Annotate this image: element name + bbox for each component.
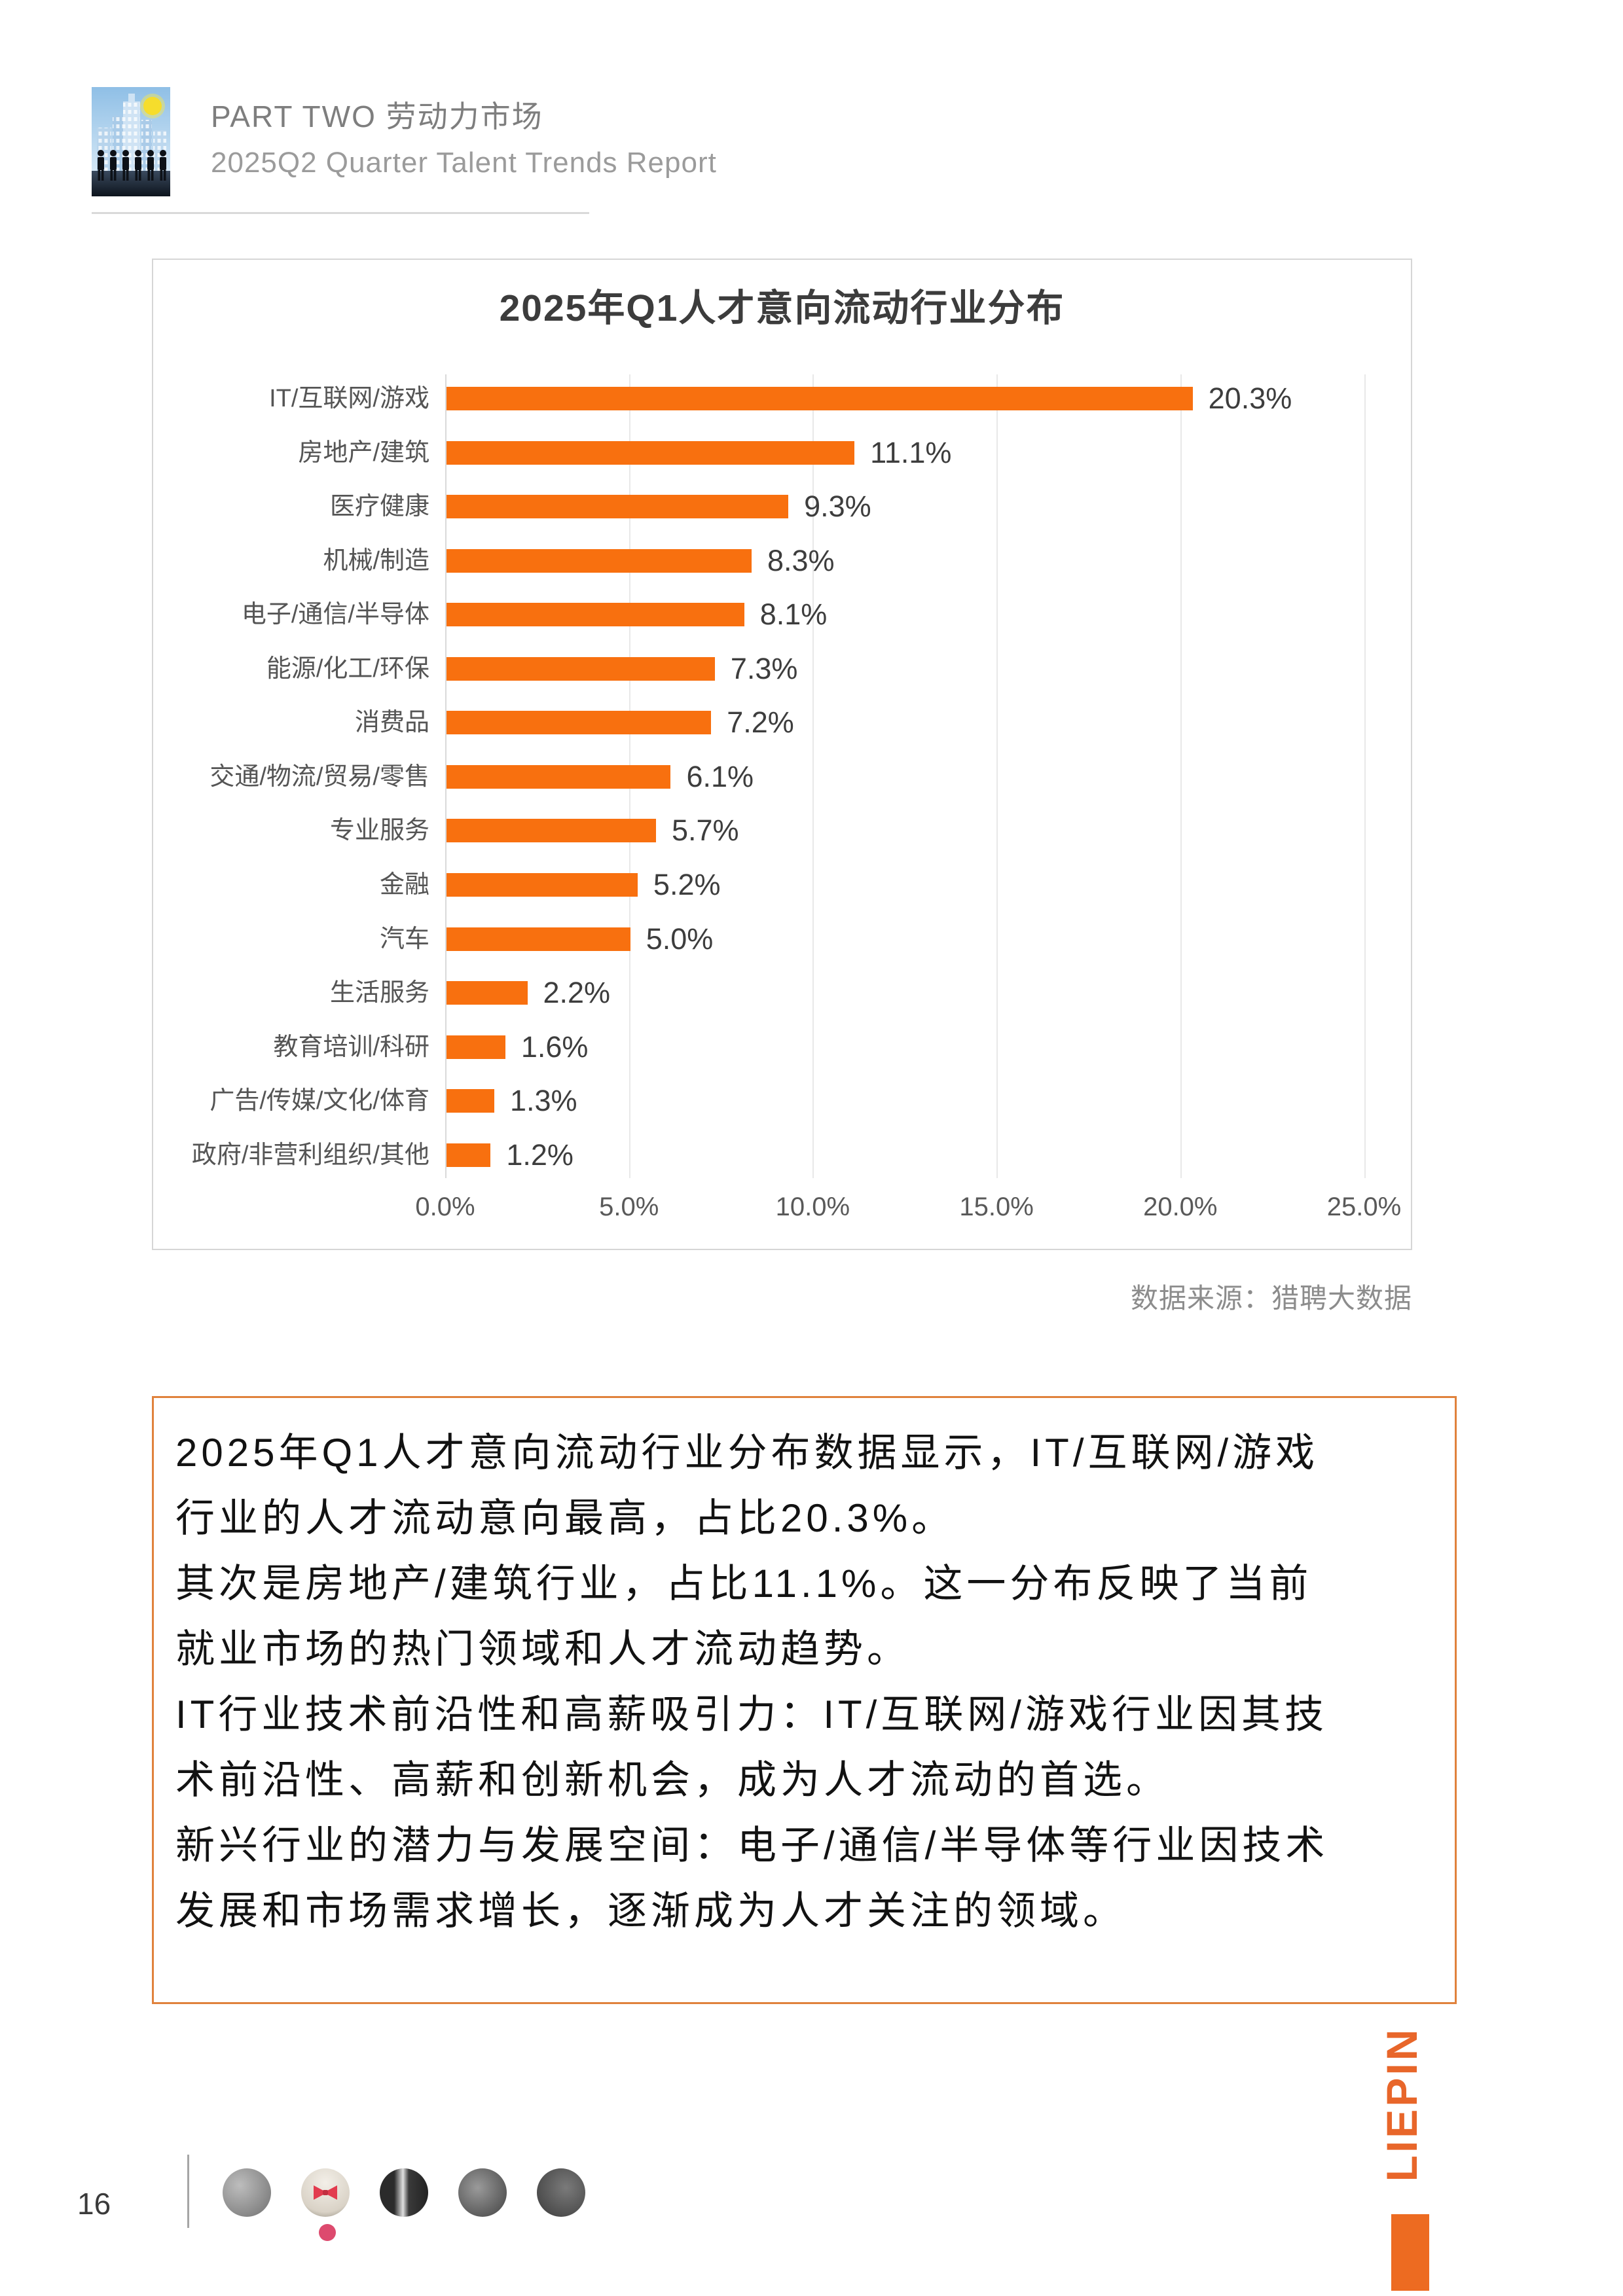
gridline [445, 374, 447, 1178]
bar-value-label: 6.1% [686, 759, 754, 793]
footer-avatar-thumbnail [380, 2168, 428, 2217]
x-axis-tick-label: 0.0% [415, 1193, 475, 1221]
summary-paragraph: 其次是房地产/建筑行业，占比11.1%。这一分布反映了当前 就业市场的热门领域和… [175, 1562, 1313, 1671]
gridline [812, 374, 814, 1178]
header-report-title: 2025Q2 Quarter Talent Trends Report [211, 147, 717, 179]
bar [447, 981, 528, 1005]
bar-category-label: 房地产/建筑 [298, 439, 429, 467]
bar-category-label: 政府/非营利组织/其他 [191, 1141, 429, 1169]
footer-avatar-thumbnail [301, 2168, 350, 2217]
bar-value-label: 2.2% [543, 976, 611, 1010]
brand-orange-bar [1391, 2214, 1429, 2291]
bar-category-label: 交通/物流/贸易/零售 [210, 762, 429, 791]
bar [447, 1089, 494, 1113]
bar [447, 656, 715, 681]
summary-box: 2025年Q1人才意向流动行业分布数据显示，IT/互联网/游戏 行业的人才流动意… [152, 1396, 1457, 2004]
footer-avatar-thumbnail [537, 2168, 585, 2217]
gridline [1180, 374, 1182, 1178]
bar-value-label: 5.2% [653, 867, 721, 901]
bar-value-label: 11.1% [870, 435, 952, 469]
footer-divider [187, 2155, 189, 2228]
summary-paragraph: 2025年Q1人才意向流动行业分布数据显示，IT/互联网/游戏 行业的人才流动意… [175, 1431, 1319, 1540]
bar [447, 387, 1193, 410]
bar [447, 927, 630, 951]
brand-logo: LIEPIN [1372, 2022, 1431, 2186]
bar [447, 548, 752, 573]
city-skyline-logo-image [92, 87, 170, 196]
bar-value-label: 1.2% [506, 1138, 574, 1172]
bar-value-label: 20.3% [1208, 382, 1292, 415]
summary-paragraph: IT行业技术前沿性和高薪吸引力：IT/互联网/游戏行业因其技 术前沿性、高薪和创… [175, 1693, 1328, 1802]
page-number: 16 [77, 2187, 111, 2221]
bar-value-label: 1.6% [520, 1030, 589, 1064]
report-logo [92, 87, 170, 196]
gridline [996, 374, 998, 1178]
header-divider [92, 212, 589, 214]
bar [447, 1143, 491, 1167]
bar-category-label: 汽车 [379, 925, 429, 953]
bar-category-label: 生活服务 [329, 979, 429, 1007]
x-axis-tick-label: 20.0% [1143, 1193, 1218, 1221]
bar-category-label: 医疗健康 [329, 493, 429, 521]
people-silhouettes [98, 150, 166, 181]
x-axis-tick-label: 15.0% [959, 1193, 1034, 1221]
bar [447, 495, 789, 519]
bar-category-label: 能源/化工/环保 [266, 655, 429, 683]
x-axis-tick-label: 10.0% [775, 1193, 850, 1221]
bar-category-label: 电子/通信/半导体 [241, 601, 429, 629]
bar-category-label: 专业服务 [329, 817, 429, 845]
bar-value-label: 7.2% [727, 706, 794, 740]
bar-category-label: 教育培训/科研 [273, 1033, 429, 1061]
header-part-label: PART TWO 劳动力市场 [211, 99, 543, 134]
brand-text: LIEPIN [1377, 2026, 1426, 2182]
bar-value-label: 8.3% [767, 543, 835, 577]
gridline [1364, 374, 1366, 1178]
x-axis-tick-label: 25.0% [1326, 1193, 1402, 1221]
bar [447, 872, 638, 897]
bar-category-label: IT/互联网/游戏 [269, 385, 429, 412]
bar-value-label: 1.3% [509, 1084, 577, 1118]
bar-category-label: 消费品 [354, 709, 429, 737]
bar-category-label: 机械/制造 [323, 547, 429, 575]
bar [447, 440, 855, 465]
summary-paragraph: 新兴行业的潜力与发展空间：电子/通信/半导体等行业因技术 发展和市场需求增长，逐… [175, 1823, 1329, 1933]
bar [447, 603, 744, 627]
footer-avatar-thumbnail [458, 2168, 507, 2217]
bar [447, 711, 712, 735]
footer-avatar-thumbnail [223, 2168, 271, 2217]
bar-value-label: 8.1% [759, 598, 828, 632]
data-source-note: 数据来源：猎聘大数据 [1130, 1283, 1412, 1314]
bar [447, 819, 656, 843]
bar [447, 1035, 505, 1059]
bar-value-label: 5.0% [646, 922, 714, 956]
bar-category-label: 广告/传媒/文化/体育 [210, 1087, 429, 1115]
bar-value-label: 5.7% [671, 814, 739, 848]
bar-category-label: 金融 [379, 870, 429, 899]
chart-panel: 2025年Q1人才意向流动行业分布 0.0% 5.0% 10.0% 15.0% 20.0… [152, 259, 1412, 1250]
carousel-active-dot [319, 2224, 336, 2241]
bow-tie-icon [314, 2185, 337, 2200]
bar [447, 764, 671, 789]
bar-value-label: 7.3% [730, 651, 798, 685]
chart-title: 2025年Q1人才意向流动行业分布 [499, 287, 1065, 329]
bar-value-label: 9.3% [804, 490, 871, 524]
x-axis-tick-label: 5.0% [599, 1193, 659, 1221]
